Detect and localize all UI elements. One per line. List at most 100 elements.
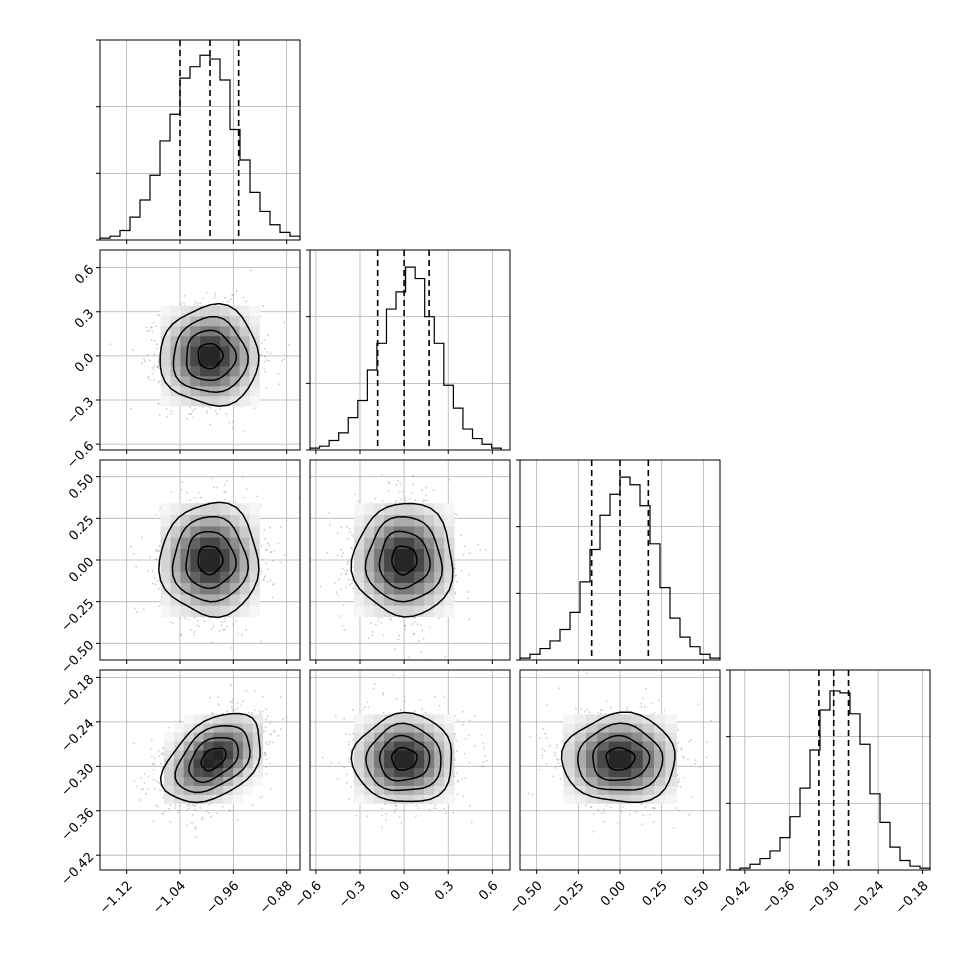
density-cell <box>180 549 190 561</box>
scatter-point <box>368 637 370 639</box>
scatter-point <box>237 633 239 635</box>
density-cell <box>161 594 171 606</box>
scatter-point <box>313 601 315 603</box>
scatter-point <box>204 620 206 622</box>
scatter-point <box>272 597 274 599</box>
scatter-point <box>337 554 339 556</box>
scatter-point <box>130 408 132 410</box>
scatter-point <box>154 340 156 342</box>
scatter-point <box>351 547 353 549</box>
density-cell <box>364 605 374 617</box>
scatter-point <box>280 526 282 528</box>
scatter-point <box>449 479 451 481</box>
density-cell <box>250 594 260 606</box>
scatter-point <box>235 620 237 622</box>
scatter-point <box>284 554 286 556</box>
scatter-point <box>455 567 457 569</box>
scatter-point <box>177 812 179 814</box>
scatter-point <box>349 559 351 561</box>
density-cell <box>434 605 444 617</box>
density-cell <box>384 571 394 583</box>
axes-frame <box>310 250 510 450</box>
scatter-point <box>232 294 234 296</box>
density-cell <box>354 549 364 561</box>
density-cell <box>210 605 220 617</box>
density-cell <box>250 605 260 617</box>
scatter-point <box>413 475 415 477</box>
scatter-point <box>213 626 215 628</box>
density-cell <box>434 560 444 572</box>
density-cell <box>161 515 171 527</box>
scatter-point <box>372 631 374 633</box>
scatter-point <box>215 295 217 297</box>
scatter-point <box>153 369 155 371</box>
scatter-point <box>264 361 266 363</box>
scatter-point <box>328 512 330 514</box>
scatter-point <box>283 322 285 324</box>
density-cell <box>161 316 171 326</box>
scatter-point <box>202 407 204 409</box>
scatter-point <box>147 776 149 778</box>
scatter-point <box>265 708 267 710</box>
scatter-point <box>151 327 153 329</box>
scatter-point <box>404 629 406 631</box>
density-cell <box>210 376 220 386</box>
scatter-point <box>144 360 146 362</box>
scatter-panel-2 <box>96 460 300 664</box>
density-cell <box>424 594 434 606</box>
scatter-point <box>192 417 194 419</box>
scatter-point <box>390 619 392 621</box>
scatter-point <box>344 629 346 631</box>
scatter-point <box>184 295 186 297</box>
scatter-point <box>225 491 227 493</box>
scatter-point <box>348 579 350 581</box>
scatter-point <box>216 487 218 489</box>
scatter-point <box>143 358 145 360</box>
scatter-point <box>418 640 420 642</box>
scatter-point <box>264 339 266 341</box>
scatter-point <box>398 635 400 637</box>
scatter-point <box>232 699 234 701</box>
scatter-point <box>240 705 242 707</box>
scatter-point <box>229 500 231 502</box>
density-cell <box>161 526 171 538</box>
density-cell <box>190 583 200 595</box>
scatter-point <box>234 501 236 503</box>
density-cell <box>171 306 181 316</box>
scatter-point <box>245 629 247 631</box>
scatter-point <box>195 301 197 303</box>
scatter-point <box>213 486 215 488</box>
density-cell <box>394 594 404 606</box>
scatter-point <box>266 581 268 583</box>
scatter-point <box>215 410 217 412</box>
scatter-point <box>159 415 161 417</box>
scatter-panel-3 <box>310 460 510 664</box>
scatter-point <box>189 407 191 409</box>
density-cell <box>434 583 444 595</box>
density-cell <box>230 396 240 406</box>
scatter-point <box>153 365 155 367</box>
scatter-point <box>346 570 348 572</box>
scatter-point <box>226 626 228 628</box>
density-cell <box>180 594 190 606</box>
panel-content <box>130 477 300 649</box>
scatter-point <box>152 583 154 585</box>
density-cell <box>374 594 384 606</box>
scatter-point <box>468 574 470 576</box>
scatter-point <box>353 535 355 537</box>
density-cell <box>354 594 364 606</box>
scatter-point <box>156 343 158 345</box>
scatter-point <box>260 573 262 575</box>
scatter-point <box>164 811 166 813</box>
scatter-point <box>414 621 416 623</box>
density-cell <box>250 396 260 406</box>
scatter-point <box>389 482 391 484</box>
scatter-point <box>200 497 202 499</box>
scatter-point <box>245 300 247 302</box>
scatter-point <box>219 630 221 632</box>
scatter-point <box>265 549 267 551</box>
panel-content <box>313 474 487 660</box>
scatter-point <box>261 545 263 547</box>
scatter-point <box>394 648 396 650</box>
